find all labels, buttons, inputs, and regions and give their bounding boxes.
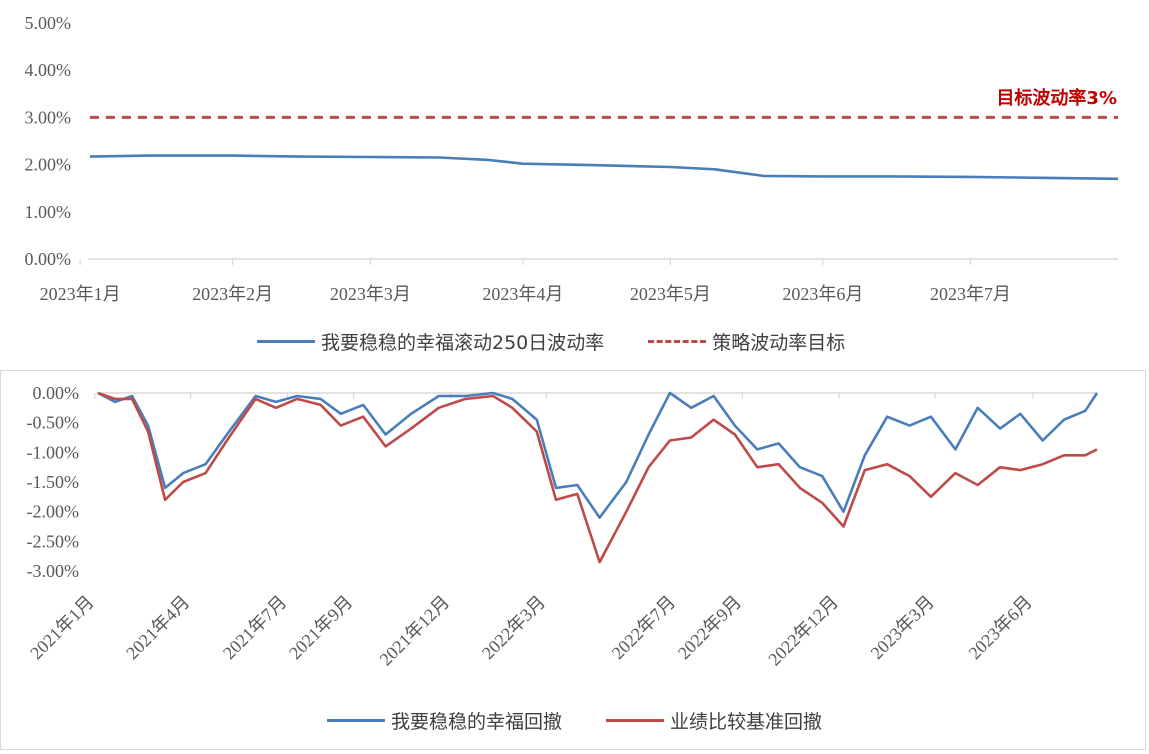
target-annotation: 目标波动率3% xyxy=(996,87,1117,109)
y-tick-label: -1.50% xyxy=(27,472,80,492)
legend-label-strategy: 我要稳稳的幸福回撤 xyxy=(391,711,563,733)
x-tick-label: 2021年1月 xyxy=(26,592,97,663)
y-tick-label: 0.00% xyxy=(33,383,80,403)
legend-item-strategy-drawdown: 我要稳稳的幸福回撤 xyxy=(327,707,562,734)
y-tick-label: -0.50% xyxy=(27,413,80,433)
y-tick-label: 2.00% xyxy=(25,155,72,175)
y-tick-label: -3.00% xyxy=(27,561,80,581)
bottom-chart-panel: 0.00% -0.50% -1.00% -1.50% -2.00% -2.50% -3.00… xyxy=(0,370,1146,750)
y-tick-label: 1.00% xyxy=(25,202,72,222)
volatility-chart: 0.00% 1.00% 2.00% 3.00% 4.00% 5.00% 2023年1月 202… xyxy=(25,13,1119,304)
legend-label-target: 策略波动率目标 xyxy=(712,332,846,354)
x-tick-label: 2023年7月 xyxy=(930,284,1011,304)
x-tick-label: 2022年7月 xyxy=(608,592,679,663)
x-tick-label: 2022年3月 xyxy=(478,592,549,663)
top-legend: 我要稳稳的幸福滚动250日波动率 策略波动率目标 xyxy=(257,328,845,355)
top-chart-panel: 0.00% 1.00% 2.00% 3.00% 4.00% 5.00% 2023年1月 202… xyxy=(0,0,1146,369)
x-tick-label: 2021年9月 xyxy=(285,592,356,663)
series-line-2 xyxy=(97,391,1098,564)
x-tick-label: 2023年3月 xyxy=(330,284,411,304)
x-tick-label: 2023年5月 xyxy=(630,284,711,304)
y-tick-label: 0.00% xyxy=(25,249,72,269)
x-tick-label: 2022年9月 xyxy=(674,592,745,663)
x-tick-label: 2023年6月 xyxy=(782,284,863,304)
x-tick-label: 2023年6月 xyxy=(965,592,1036,663)
drawdown-chart: 0.00% -0.50% -1.00% -1.50% -2.00% -2.50% -3.00… xyxy=(26,383,1099,670)
y-tick-label: -1.00% xyxy=(27,442,80,462)
legend-swatch-strategy xyxy=(327,719,385,722)
x-tick-label: 2021年7月 xyxy=(219,592,290,663)
legend-label-volatility: 我要稳稳的幸福滚动250日波动率 xyxy=(321,332,605,354)
x-tick-label: 2023年3月 xyxy=(867,592,938,663)
y-tick-label: -2.50% xyxy=(27,531,80,551)
y-tick-label: 4.00% xyxy=(25,60,72,80)
x-tick-label: 2023年2月 xyxy=(192,284,273,304)
legend-swatch-benchmark xyxy=(606,719,665,722)
bottom-legend: 我要稳稳的幸福回撤 业绩比较基准回撤 xyxy=(327,707,822,734)
y-tick-label: 5.00% xyxy=(25,13,72,33)
legend-item-benchmark-drawdown: 业绩比较基准回撤 xyxy=(606,707,822,734)
series-line-1 xyxy=(97,391,1099,519)
legend-item-volatility: 我要稳稳的幸福滚动250日波动率 xyxy=(257,328,604,355)
x-tick-label: 2023年4月 xyxy=(482,284,563,304)
series-line-1 xyxy=(89,154,1119,181)
x-tick-label: 2021年12月 xyxy=(376,592,454,670)
x-tick-label: 2022年12月 xyxy=(764,592,842,670)
y-tick-label: 3.00% xyxy=(25,107,72,127)
x-tick-label: 2021年4月 xyxy=(122,592,193,663)
y-tick-label: -2.00% xyxy=(27,502,80,522)
x-tick-label: 2023年1月 xyxy=(40,284,121,304)
legend-swatch-target xyxy=(648,340,707,343)
legend-swatch-volatility xyxy=(257,340,315,343)
legend-item-target: 策略波动率目标 xyxy=(648,328,845,355)
legend-label-benchmark: 业绩比较基准回撤 xyxy=(670,711,823,733)
